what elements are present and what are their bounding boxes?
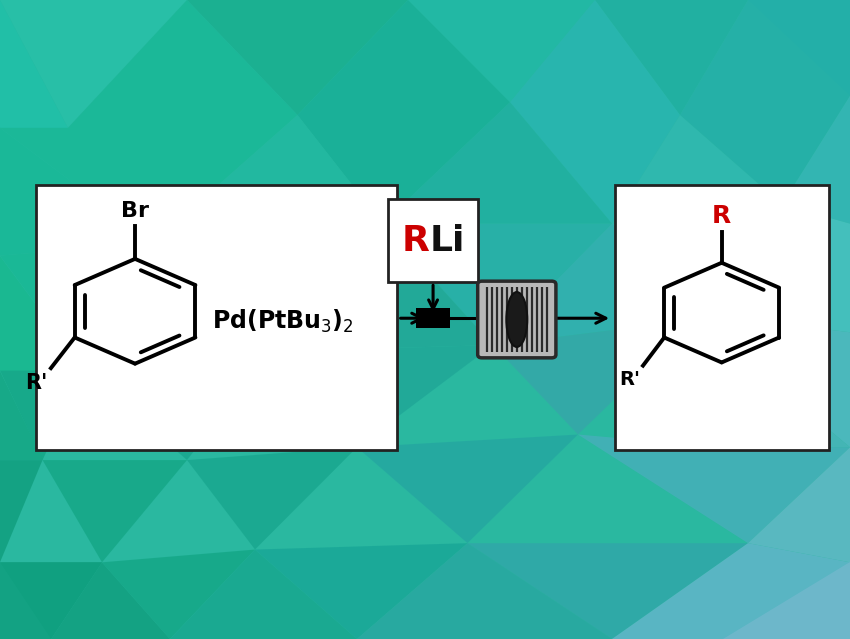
Polygon shape <box>697 204 782 320</box>
Polygon shape <box>0 243 153 371</box>
Polygon shape <box>578 435 850 543</box>
Polygon shape <box>408 0 595 102</box>
Polygon shape <box>0 128 153 256</box>
Polygon shape <box>680 0 850 204</box>
Text: R': R' <box>620 370 640 389</box>
Polygon shape <box>722 562 850 639</box>
Polygon shape <box>85 243 272 371</box>
Polygon shape <box>153 224 382 351</box>
Polygon shape <box>272 224 493 351</box>
Polygon shape <box>382 224 612 345</box>
Polygon shape <box>612 115 782 224</box>
Polygon shape <box>187 0 408 115</box>
Polygon shape <box>493 224 697 345</box>
Polygon shape <box>697 320 850 447</box>
Text: Br: Br <box>121 201 149 220</box>
Polygon shape <box>170 550 357 639</box>
Polygon shape <box>382 102 612 224</box>
Polygon shape <box>42 460 187 562</box>
Bar <box>615 185 829 450</box>
Polygon shape <box>748 204 850 332</box>
Polygon shape <box>85 351 272 460</box>
Text: Pd(PtBu$_3$)$_2$: Pd(PtBu$_3$)$_2$ <box>212 308 354 335</box>
Polygon shape <box>153 115 382 243</box>
Polygon shape <box>468 543 748 639</box>
Polygon shape <box>0 371 85 460</box>
Polygon shape <box>357 543 612 639</box>
Polygon shape <box>0 0 187 128</box>
Bar <box>416 308 450 328</box>
Polygon shape <box>255 543 468 639</box>
Polygon shape <box>0 0 68 128</box>
Polygon shape <box>510 0 680 224</box>
Text: R: R <box>712 204 731 228</box>
Polygon shape <box>51 562 170 639</box>
Polygon shape <box>612 543 850 639</box>
Polygon shape <box>697 320 850 447</box>
Polygon shape <box>748 447 850 562</box>
Polygon shape <box>187 447 357 550</box>
Polygon shape <box>0 562 102 639</box>
Polygon shape <box>0 460 42 562</box>
Polygon shape <box>0 256 85 371</box>
FancyBboxPatch shape <box>478 281 556 358</box>
Polygon shape <box>595 0 748 115</box>
Ellipse shape <box>507 292 527 347</box>
Polygon shape <box>272 345 493 447</box>
Polygon shape <box>357 435 578 543</box>
Polygon shape <box>102 550 255 639</box>
Text: R: R <box>402 224 430 258</box>
Text: R': R' <box>26 373 48 393</box>
Polygon shape <box>0 371 42 460</box>
Bar <box>388 199 478 282</box>
Bar <box>36 185 397 450</box>
Polygon shape <box>612 204 782 320</box>
Polygon shape <box>493 320 697 435</box>
Polygon shape <box>0 0 298 243</box>
Polygon shape <box>0 562 102 639</box>
Polygon shape <box>748 0 850 96</box>
Polygon shape <box>782 96 850 224</box>
Polygon shape <box>298 0 510 224</box>
Text: Li: Li <box>430 224 465 258</box>
